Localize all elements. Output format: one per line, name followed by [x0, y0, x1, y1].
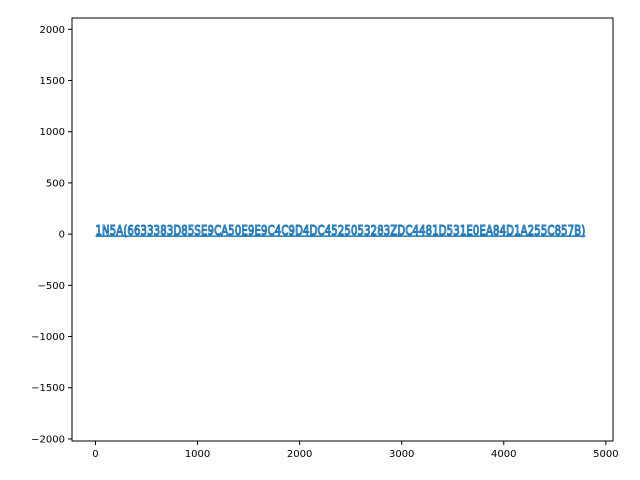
x-tick-label: 2000	[287, 449, 312, 460]
plot-frame	[71, 17, 614, 442]
y-tick-label: −1500	[31, 383, 65, 394]
y-tick-label: 2000	[40, 25, 65, 36]
x-tick-label: 3000	[389, 449, 414, 460]
x-tick-label: 0	[92, 449, 98, 460]
y-tick-label: −1000	[31, 332, 65, 343]
y-tick-label: 1500	[40, 76, 65, 87]
x-tick-label: 1000	[185, 449, 210, 460]
x-axis: 0 1000 2000 3000 4000 5000	[92, 441, 619, 460]
y-axis: −2000 −1500 −1000 −500 0 500 1000 1500 2000	[31, 25, 72, 445]
x-tick-label: 4000	[491, 449, 516, 460]
y-tick-label: −2000	[31, 434, 65, 445]
x-tick-label: 5000	[593, 449, 618, 460]
y-tick-label: 0	[59, 230, 65, 241]
y-tick-label: 500	[46, 178, 65, 189]
plot-background	[72, 18, 613, 441]
y-tick-label: 1000	[40, 127, 65, 138]
y-tick-label: −500	[38, 281, 65, 292]
series-label: 1N5A(6633383D85SE9CA50E9E9C4C9D4DC452505…	[95, 224, 585, 239]
series-layer: 1N5A(6633383D85SE9CA50E9E9C4C9D4DC452505…	[95, 224, 586, 240]
